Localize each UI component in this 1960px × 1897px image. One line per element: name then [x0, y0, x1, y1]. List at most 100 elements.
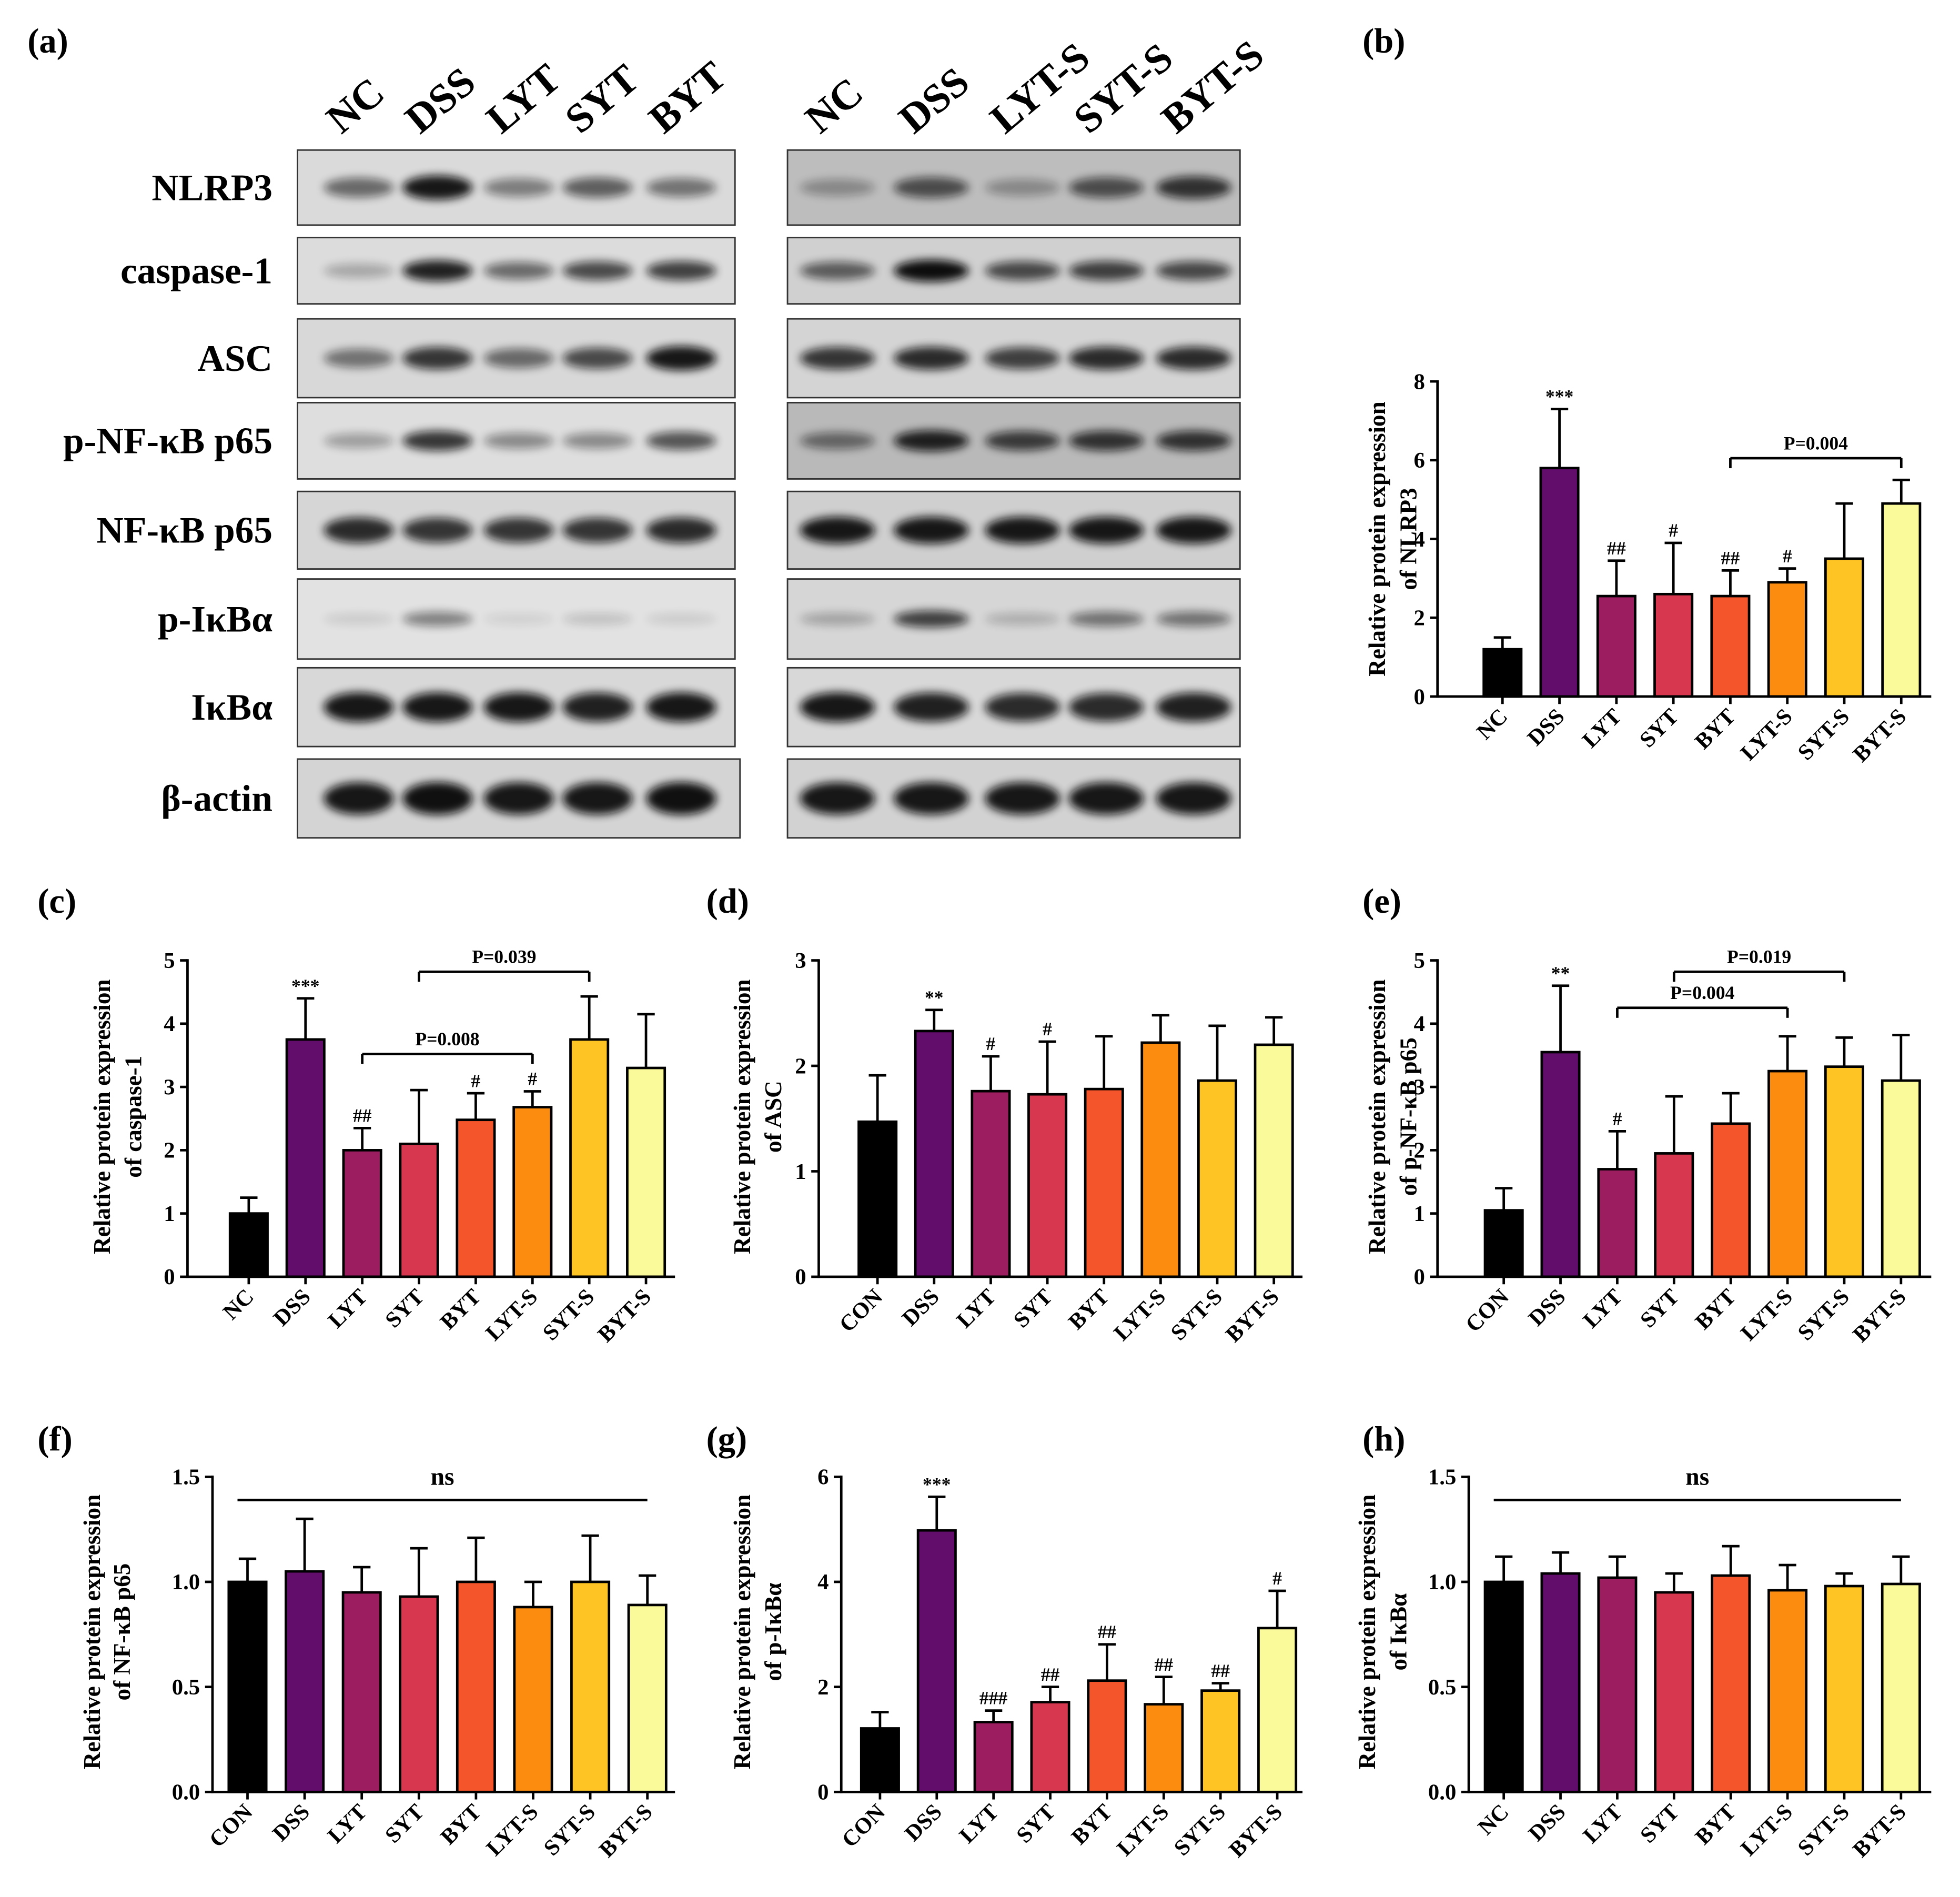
blot-band [483, 178, 554, 197]
y-tick-label: 0.5 [1428, 1675, 1456, 1700]
blot-strip [297, 149, 736, 226]
y-tick-label: 6 [1414, 448, 1425, 473]
blot-band [402, 430, 473, 451]
blot-band [483, 432, 554, 449]
y-axis-title: of ASC [760, 1081, 786, 1153]
blot-band [985, 693, 1060, 722]
blot-band [1068, 261, 1144, 281]
blot-strip [786, 758, 1241, 839]
blot-band [894, 259, 969, 282]
blot-band [402, 260, 473, 281]
bar-lyt [1597, 1576, 1638, 1793]
blot-band [483, 782, 554, 815]
blot-strip [297, 401, 736, 480]
blot-band [324, 782, 394, 815]
significance-mark: # [1783, 546, 1792, 567]
blot-strip [786, 667, 1241, 748]
y-tick-label: 8 [1414, 369, 1425, 394]
significance-mark: # [1272, 1568, 1282, 1589]
blot-strip [786, 149, 1241, 226]
blot-band [1156, 611, 1231, 627]
blot-band [646, 782, 716, 815]
blot-band [483, 518, 554, 543]
bar-con [860, 1727, 900, 1793]
blot-band [800, 432, 875, 450]
bar-nc [1482, 648, 1523, 698]
y-axis-title: of caspase-1 [120, 1056, 147, 1178]
p-value-label: P=0.008 [415, 1028, 479, 1050]
significance-mark: ## [1041, 1664, 1060, 1685]
bar-con [1483, 1209, 1524, 1278]
bar-con [227, 1580, 268, 1793]
blot-band [800, 261, 875, 280]
y-tick-label: 0 [817, 1780, 829, 1805]
bar-byt-s [626, 1066, 666, 1278]
bar-byt [1711, 1574, 1751, 1793]
blot-band [800, 612, 875, 625]
blot-band [1156, 261, 1231, 280]
blot-band [646, 178, 716, 197]
blot-band [1156, 517, 1231, 544]
bar-lyt [342, 1149, 382, 1278]
y-tick-label: 2 [795, 1054, 806, 1078]
bar-byt-s [1257, 1627, 1298, 1793]
y-tick-label: 0.0 [172, 1780, 200, 1805]
blot-band [985, 431, 1060, 451]
blot-band [562, 518, 633, 543]
blot-band [324, 263, 394, 278]
y-tick-label: 1 [795, 1159, 806, 1184]
blot-band [985, 612, 1060, 625]
blot-strip [786, 401, 1241, 480]
blot-band [562, 432, 633, 449]
significance-mark: ## [1607, 538, 1626, 559]
blot-band [562, 613, 633, 625]
blot-strip [786, 490, 1241, 570]
panel-label: (b) [1362, 22, 1405, 60]
significance-mark: *** [923, 1474, 951, 1495]
protein-label: IκBα [191, 687, 272, 728]
significance-mark: ## [1154, 1654, 1173, 1675]
blot-strip [297, 758, 741, 839]
bar-lyt-s [512, 1106, 553, 1278]
blot-strip [786, 237, 1241, 305]
bar-lyt [1597, 1168, 1638, 1278]
y-tick-label: 0 [1414, 684, 1425, 709]
blot-band [894, 517, 969, 544]
bar-syt-s [1200, 1689, 1241, 1793]
y-tick-label: 6 [817, 1465, 829, 1490]
bar-lyt-s [1767, 581, 1807, 698]
protein-label: p-NF-κB p65 [63, 420, 272, 462]
bar-syt [1653, 592, 1694, 698]
protein-label: caspase-1 [120, 250, 272, 291]
blot-band [894, 692, 969, 722]
blot-band [324, 517, 394, 543]
panel-label: (g) [706, 1420, 747, 1458]
y-tick-label: 3 [795, 948, 806, 973]
bar-syt-s [569, 1038, 610, 1278]
bar-lyt [341, 1591, 382, 1793]
blot-band [646, 517, 716, 543]
y-axis-title: of p-IκBα [760, 1583, 786, 1681]
bar-nc [1483, 1580, 1524, 1793]
protein-label: ASC [197, 338, 272, 379]
bar-syt [399, 1143, 439, 1278]
panel-label: (e) [1362, 882, 1401, 921]
panel-label: (f) [37, 1420, 72, 1458]
y-axis-title: Relative protein expression [1364, 401, 1390, 677]
bar-byt-s [627, 1603, 668, 1793]
blot-band [562, 782, 633, 815]
bar-dss [1540, 1051, 1581, 1278]
blot-band [1068, 611, 1144, 627]
bar-dss [1539, 467, 1580, 698]
ns-label: ns [431, 1464, 454, 1491]
bar-dss [1540, 1572, 1581, 1793]
p-value-label: P=0.019 [1727, 946, 1791, 967]
y-axis-title: Relative protein expression [1354, 1495, 1380, 1770]
panel-label: (c) [37, 882, 76, 921]
blot-band [483, 348, 554, 368]
blot-band [402, 692, 473, 722]
bar-byt-s [1881, 1079, 1921, 1278]
significance-mark: # [471, 1070, 480, 1091]
bar-syt-s [1824, 557, 1865, 698]
